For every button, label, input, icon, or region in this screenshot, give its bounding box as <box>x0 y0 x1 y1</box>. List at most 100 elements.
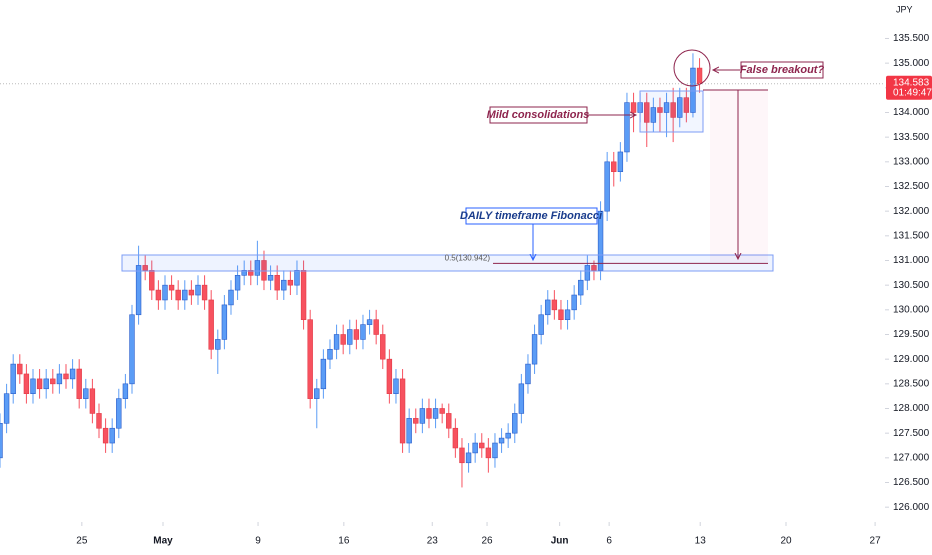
candle-body <box>287 279 294 286</box>
candle-body <box>597 210 604 271</box>
candle-body <box>122 383 129 399</box>
candle-body <box>76 368 82 399</box>
y-tick-label: 130.500 <box>893 280 930 291</box>
last-price-label: 134.583 <box>893 77 930 88</box>
x-tick-label: 13 <box>695 536 707 547</box>
candle-body <box>630 102 637 113</box>
candle-body <box>531 334 538 365</box>
candle-body <box>142 265 148 271</box>
candle-body <box>564 309 571 320</box>
candle-body <box>314 388 320 399</box>
candle-body <box>353 329 360 340</box>
candle-body <box>545 299 551 316</box>
candle-body <box>644 102 650 123</box>
y-tick-label: 131.000 <box>893 255 930 266</box>
candle-body <box>162 284 168 301</box>
candle-body <box>234 274 241 291</box>
candle-body <box>472 442 478 454</box>
candle-body <box>419 408 426 424</box>
candle-body <box>650 107 657 123</box>
candle-body <box>439 408 445 414</box>
candle-body <box>683 97 690 113</box>
y-tick-label: 135.000 <box>893 58 930 69</box>
candle-body <box>30 378 36 395</box>
x-tick-label: Jun <box>551 536 569 547</box>
candle-body <box>696 67 703 85</box>
y-tick-label: 129.000 <box>893 354 930 365</box>
candle-body <box>485 447 492 459</box>
candle-body <box>0 423 3 459</box>
candle-body <box>446 413 452 429</box>
y-tick-label: 134.000 <box>893 107 930 118</box>
fib-label: 0.5(130.942) <box>445 253 491 262</box>
y-tick-label: 126.000 <box>893 502 930 513</box>
candle-body <box>63 373 69 380</box>
candle-body <box>426 408 432 419</box>
y-tick-label: 127.000 <box>893 452 930 463</box>
candle-body <box>611 161 617 172</box>
candle-body <box>261 260 267 281</box>
breakout-circle <box>673 49 711 87</box>
note-box <box>489 106 588 124</box>
candle-body <box>578 279 584 296</box>
consolidation-box <box>639 90 704 133</box>
candle-body <box>663 102 670 113</box>
candle-body <box>274 274 280 291</box>
candle-body <box>135 265 142 316</box>
candle-body <box>512 413 518 434</box>
candle-body <box>188 289 195 296</box>
y-tick-label: 128.500 <box>893 378 930 389</box>
y-tick-label: 133.500 <box>893 132 930 143</box>
candle-body <box>294 270 300 286</box>
candle-body <box>281 279 287 291</box>
candle-body <box>677 97 683 118</box>
candle-body <box>360 324 366 340</box>
candle-body <box>129 314 135 385</box>
x-tick-label: 9 <box>255 536 261 547</box>
candle-body <box>386 358 393 395</box>
candle-body <box>479 442 485 449</box>
note-box <box>465 207 598 225</box>
candle-body <box>155 289 162 301</box>
x-tick-label: 27 <box>870 536 882 547</box>
candle-body <box>10 363 16 395</box>
candle-body <box>399 378 406 444</box>
y-tick-label: 129.500 <box>893 329 930 340</box>
candle-body <box>102 427 109 444</box>
candle-body <box>333 334 340 350</box>
candle-body <box>69 368 76 380</box>
candle-body <box>228 289 234 306</box>
candle-body <box>208 299 214 350</box>
x-tick-label: May <box>153 536 173 547</box>
candle-body <box>498 437 505 444</box>
candle-body <box>380 334 386 360</box>
candle-body <box>518 383 525 414</box>
candle-body <box>248 270 254 276</box>
currency: JPY <box>896 4 913 14</box>
candle-body <box>538 314 544 335</box>
candle-body <box>89 388 96 414</box>
price-tag <box>886 75 932 100</box>
note: False breakout? <box>740 64 825 76</box>
candle-body <box>591 265 597 271</box>
candle-body <box>56 373 63 385</box>
candle-body <box>182 289 188 301</box>
y-tick-label: 128.000 <box>893 403 930 414</box>
candle-body <box>307 319 313 399</box>
candle-body <box>201 284 208 301</box>
projection-area <box>710 90 768 262</box>
y-tick-label: 132.500 <box>893 181 930 192</box>
y-tick-label: 132.000 <box>893 206 930 217</box>
candle-body <box>96 413 102 429</box>
x-tick-label: 23 <box>427 536 439 547</box>
candle-body <box>525 363 531 385</box>
candle-body <box>320 358 327 390</box>
candle-body <box>83 388 89 399</box>
candle-body <box>254 260 261 276</box>
candle-body <box>571 294 577 311</box>
candle-body <box>617 151 624 172</box>
y-tick-label: 131.500 <box>893 230 930 241</box>
candle-body <box>373 319 379 335</box>
